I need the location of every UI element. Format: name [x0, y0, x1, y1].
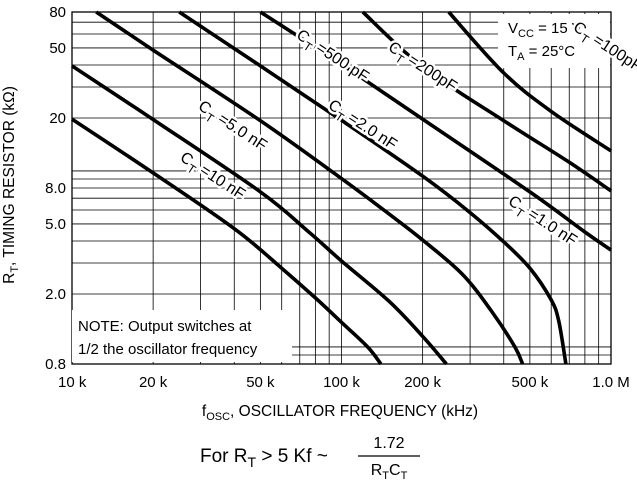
x-tick-label: 1.0 M	[592, 374, 630, 391]
condition-ta: TA = 25°C	[508, 43, 575, 63]
plot-frame	[71, 11, 612, 365]
x-tick-label: 500 k	[512, 374, 549, 391]
x-tick-label: 200 k	[404, 374, 441, 391]
curve-label-4: CT =2.0 nF	[323, 94, 403, 157]
y-tick-label: 2.0	[45, 286, 66, 303]
curve-series-4	[95, 10, 525, 365]
y-axis-title: RT, TIMING RESISTOR (kΩ)	[1, 86, 21, 284]
curve-series-3	[178, 10, 568, 365]
conditions-legend: VCC = 15 V TA = 25°C	[498, 14, 610, 68]
note-background	[72, 310, 292, 362]
y-tick-labels: 0.8 2.0 5.0 8.0 20 50 80	[45, 4, 66, 373]
curve-series-2	[259, 10, 613, 252]
curve-series-1	[361, 10, 613, 193]
y-tick-label: 80	[49, 4, 66, 21]
curve-label-text: CT =5.0 nF	[193, 98, 270, 158]
formula-lead: For RT > 5 Kf ~	[200, 446, 328, 470]
curve-series-5	[71, 64, 448, 366]
y-tick-label: 0.8	[45, 356, 66, 373]
curves	[71, 10, 613, 366]
curve-series-6	[71, 117, 383, 366]
x-tick-label: 10 k	[58, 374, 87, 391]
formula-denominator: RTCT	[371, 462, 408, 482]
curve-label-text: CT =2.0 nF	[323, 97, 400, 157]
y-tick-label: 20	[49, 110, 66, 127]
y-tick-label: 8.0	[45, 180, 66, 197]
note-line-1: NOTE: Output switches at	[78, 318, 252, 335]
note-box: NOTE: Output switches at 1/2 the oscilla…	[72, 310, 292, 362]
y-tick-label: 5.0	[45, 216, 66, 233]
curve-label-text: CT =500 pF	[291, 27, 372, 90]
x-tick-label: 50 k	[246, 374, 275, 391]
condition-vcc: VCC = 15 V	[508, 20, 582, 40]
curve-label-5: CT =5.0 nF	[193, 95, 273, 158]
x-tick-labels: 10 k 20 k 50 k 100 k 200 k 500 k 1.0 M	[58, 374, 630, 391]
curve-series-0	[447, 10, 612, 153]
formula-numerator: 1.72	[373, 435, 404, 452]
x-tick-label: 20 k	[139, 374, 168, 391]
note-line-2: 1/2 the oscillator frequency	[78, 341, 258, 358]
curve-label-2: CT =500 pF	[291, 24, 375, 90]
conditions-background	[498, 14, 610, 68]
x-axis-title: fOSC, OSCILLATOR FREQUENCY (kHz)	[202, 403, 478, 423]
x-tick-label: 100 k	[323, 374, 360, 391]
y-tick-label: 50	[49, 40, 66, 57]
formula: For RT > 5 Kf ~ 1.72 RTCT	[200, 435, 420, 482]
